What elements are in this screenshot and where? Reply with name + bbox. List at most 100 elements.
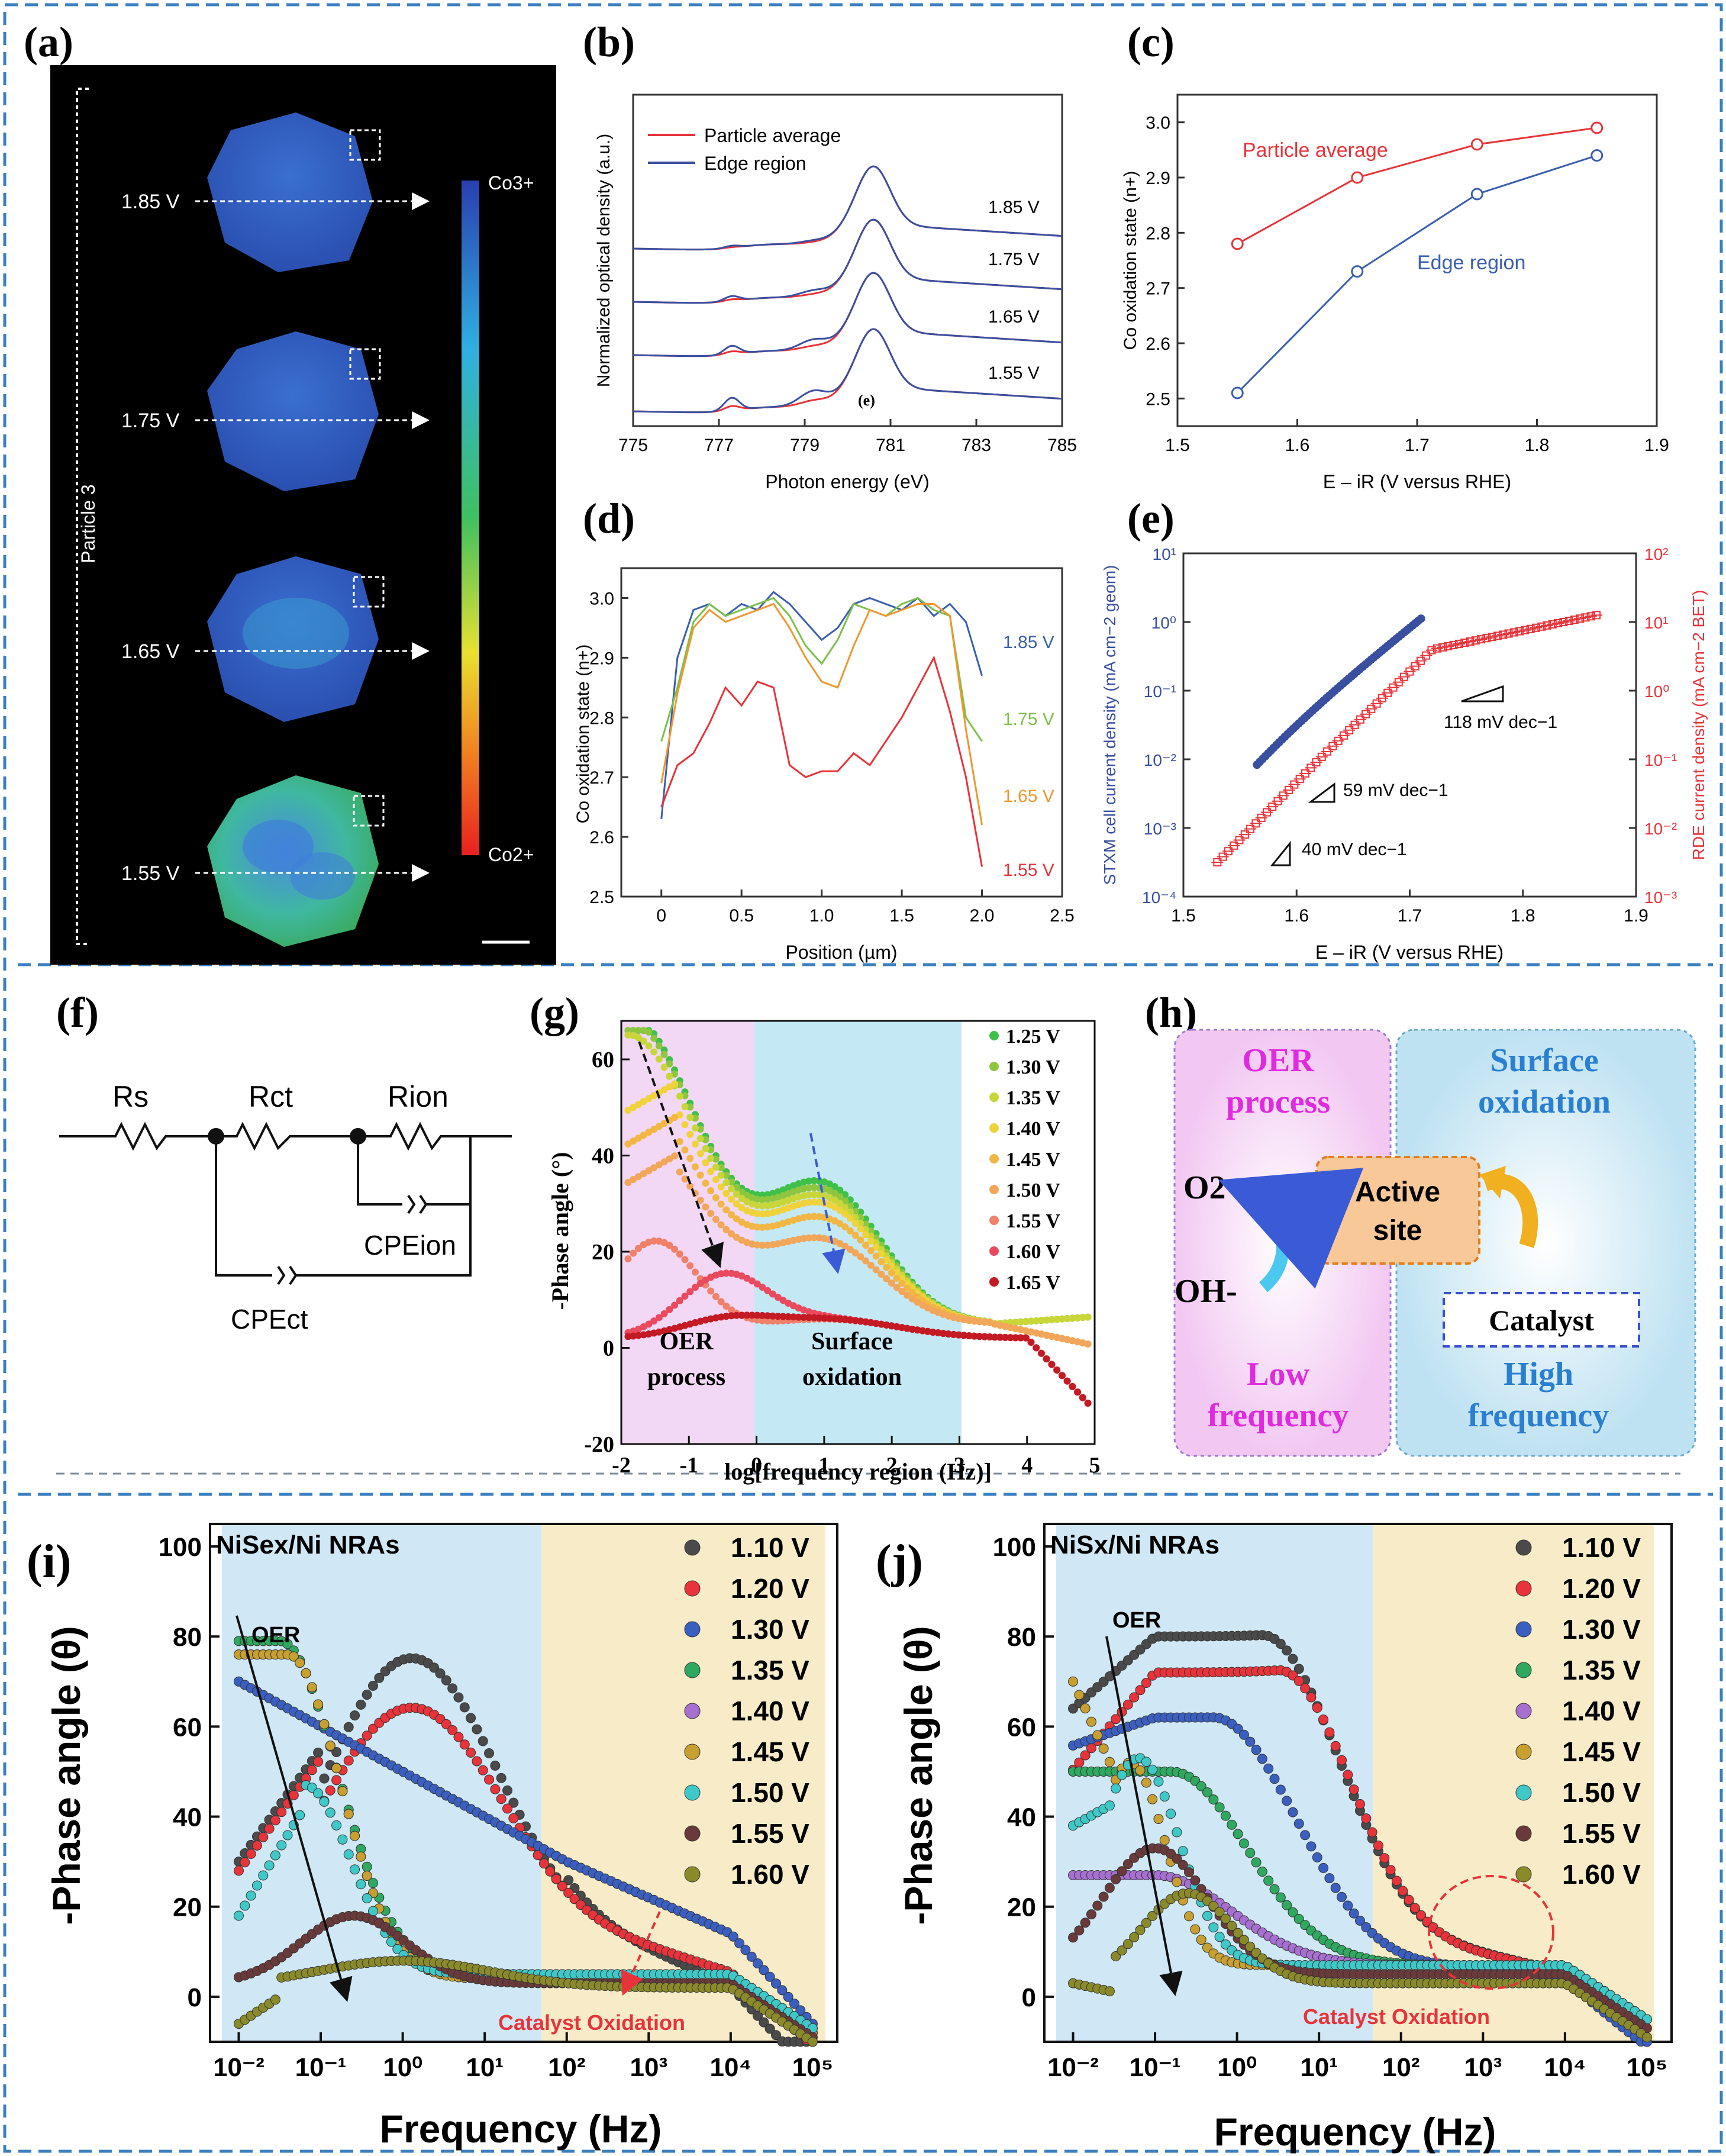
data-point xyxy=(1117,1770,1127,1780)
tick-label: 10¹ xyxy=(466,2053,504,2082)
data-point xyxy=(862,1231,870,1239)
series-line xyxy=(660,591,983,819)
data-point xyxy=(893,1274,901,1282)
data-point xyxy=(1196,1935,1206,1945)
data-point xyxy=(563,1887,574,1898)
legend-item: Edge region xyxy=(704,153,806,174)
data-point xyxy=(707,1287,715,1295)
data-point xyxy=(1177,1859,1188,1870)
data-point xyxy=(738,1204,746,1211)
data-point xyxy=(862,1318,870,1326)
tick-label: 1.7 xyxy=(1398,906,1422,926)
data-point xyxy=(862,1242,870,1249)
legend-item: 1.45 V xyxy=(1562,1736,1641,1767)
data-point xyxy=(831,1183,838,1191)
data-point xyxy=(702,1145,709,1152)
tick-label: 4 xyxy=(1021,1453,1033,1478)
data-point xyxy=(771,1978,782,1989)
data-point xyxy=(789,1999,799,2009)
tick-label: 10² xyxy=(1382,2053,1420,2082)
data-point xyxy=(759,1242,766,1249)
data-point xyxy=(1263,1875,1274,1886)
data-point xyxy=(986,1333,993,1340)
data-point xyxy=(686,1114,694,1121)
data-point xyxy=(893,1284,901,1291)
data-point xyxy=(681,1121,689,1129)
data-point xyxy=(1361,1922,1372,1932)
data-point xyxy=(862,1226,870,1233)
data-point xyxy=(681,1146,689,1153)
data-point xyxy=(815,1234,823,1242)
data-point xyxy=(666,1242,673,1249)
data-point xyxy=(722,1269,730,1277)
data-point xyxy=(624,1255,632,1263)
data-point xyxy=(313,1747,324,1758)
data-point xyxy=(650,1048,658,1056)
data-point xyxy=(1361,1813,1372,1824)
data-point xyxy=(1312,1852,1322,1862)
legend-item: Particle average xyxy=(704,125,841,146)
tick-label: 10¹ xyxy=(1644,614,1668,632)
data-point xyxy=(240,1857,250,1868)
data-point xyxy=(753,1311,761,1319)
tick-label: 2.5 xyxy=(589,888,614,907)
tick-label: 777 xyxy=(704,436,734,455)
tick-label: 3.0 xyxy=(589,589,614,608)
data-point xyxy=(1348,1784,1359,1795)
panel-g: (g) -2 -1 0 1 2 3 4 5 -20 0 20 40 60 OER process Sur… xyxy=(530,989,1101,1485)
data-point xyxy=(846,1227,854,1235)
data-point xyxy=(836,1200,844,1207)
data-point xyxy=(1373,1840,1383,1851)
series-label: 1.75 V xyxy=(1003,710,1054,729)
region-label: Surface xyxy=(811,1328,893,1355)
data-point xyxy=(1067,1676,1078,1687)
x-axis-label: E – iR (V versus RHE) xyxy=(1323,471,1511,492)
tick-label: 2.0 xyxy=(970,906,995,926)
data-point xyxy=(1122,1859,1133,1870)
data-point xyxy=(836,1220,844,1227)
data-point xyxy=(301,1668,311,1678)
legend-marker xyxy=(684,1744,701,1760)
data-point xyxy=(831,1315,838,1323)
data-point xyxy=(1348,1908,1359,1919)
data-point xyxy=(717,1270,725,1278)
data-point xyxy=(1306,1841,1317,1852)
legend-marker xyxy=(1515,1744,1532,1760)
tick-label: 5 xyxy=(1089,1453,1101,1478)
data-point xyxy=(447,1725,458,1736)
tick-label: 781 xyxy=(876,436,905,455)
active-site-box xyxy=(1315,1156,1480,1265)
catalyst-oxidation-label: Catalyst Oxidation xyxy=(1303,2004,1490,2029)
data-point xyxy=(857,1253,864,1261)
legend-marker xyxy=(1515,1580,1532,1597)
data-point xyxy=(1324,1727,1335,1738)
data-point xyxy=(733,1215,740,1223)
data-point xyxy=(728,1211,735,1219)
data-point xyxy=(733,1233,740,1241)
spectrum-line xyxy=(633,218,1063,304)
data-point xyxy=(1074,1925,1085,1936)
data-point xyxy=(877,1258,885,1266)
legend-item: 1.35 V xyxy=(1006,1087,1060,1109)
data-point xyxy=(728,1931,738,1942)
data-point xyxy=(1263,1763,1274,1774)
data-point xyxy=(634,1027,642,1035)
legend-item: 1.40 V xyxy=(1006,1118,1060,1140)
legend-item: 1.20 V xyxy=(1562,1573,1641,1604)
data-point xyxy=(733,1311,740,1319)
tick-label: 2.6 xyxy=(1146,334,1170,354)
data-point xyxy=(783,1991,793,2002)
data-point xyxy=(1238,1838,1249,1849)
data-point xyxy=(1086,1909,1096,1920)
series-label: 1.85 V xyxy=(1003,633,1054,652)
tick-label: 775 xyxy=(618,436,648,455)
data-point xyxy=(276,1840,287,1851)
data-point xyxy=(650,1126,658,1133)
panel-letter-e: (e) xyxy=(1127,495,1175,542)
tick-label: 10⁻¹ xyxy=(1144,682,1176,701)
data-point xyxy=(1590,121,1604,134)
data-point xyxy=(1122,1699,1133,1710)
tick-label: 10³ xyxy=(630,2053,668,2082)
data-point xyxy=(343,1755,354,1766)
data-point xyxy=(502,1785,513,1796)
